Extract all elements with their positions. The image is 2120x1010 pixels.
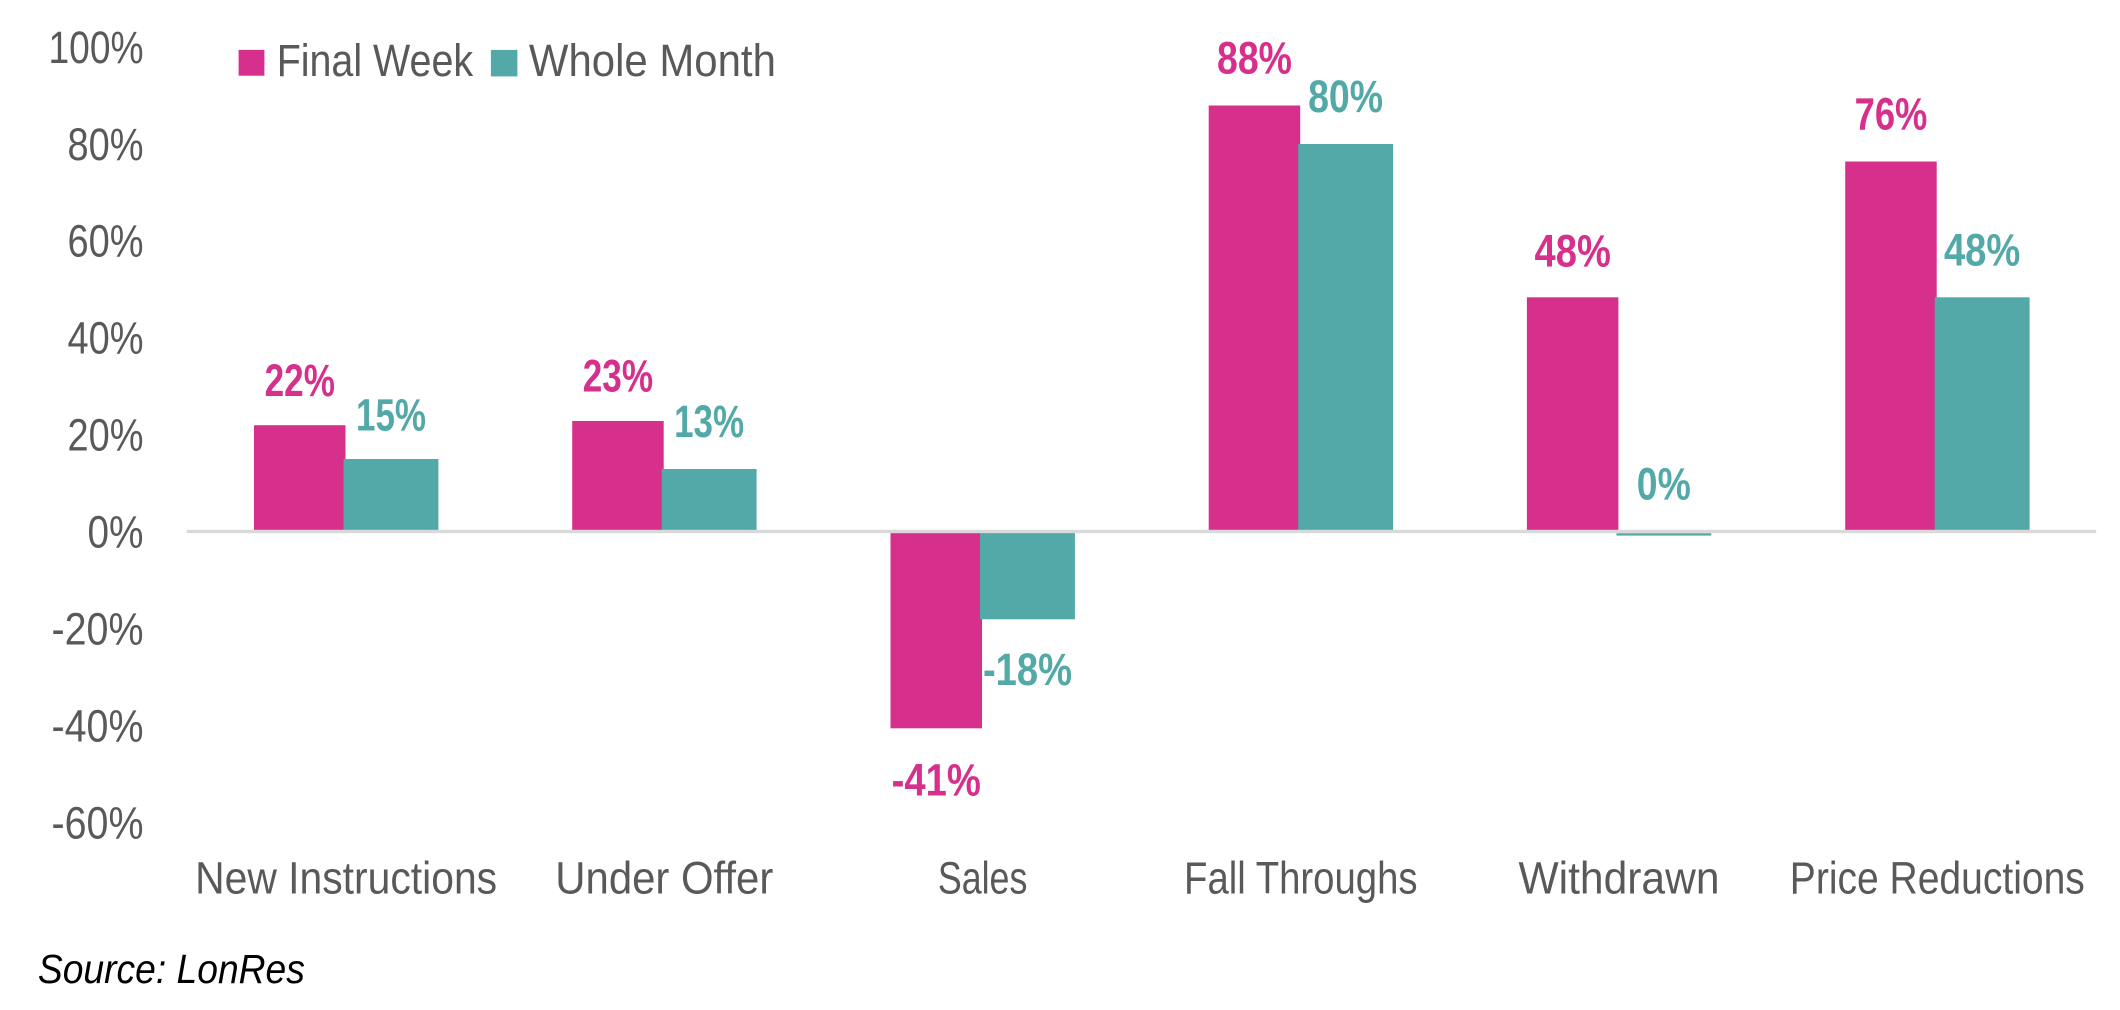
svg-text:80%: 80% <box>1308 71 1383 122</box>
svg-text:22%: 22% <box>265 355 335 406</box>
svg-text:0%: 0% <box>88 507 144 558</box>
svg-text:Price Reductions: Price Reductions <box>1790 853 2085 904</box>
svg-text:88%: 88% <box>1217 33 1292 84</box>
svg-text:15%: 15% <box>356 390 426 441</box>
svg-text:76%: 76% <box>1855 89 1928 140</box>
svg-text:48%: 48% <box>1944 225 2020 276</box>
svg-text:Whole Month: Whole Month <box>529 35 776 86</box>
svg-text:-41%: -41% <box>892 755 981 806</box>
svg-text:Under Offer: Under Offer <box>555 853 773 904</box>
svg-text:23%: 23% <box>583 351 653 402</box>
svg-text:-18%: -18% <box>983 644 1072 695</box>
svg-text:-60%: -60% <box>52 797 144 848</box>
svg-text:Fall Throughs: Fall Throughs <box>1184 853 1418 904</box>
svg-text:-40%: -40% <box>52 700 144 751</box>
svg-text:13%: 13% <box>674 396 744 447</box>
svg-text:100%: 100% <box>49 22 144 73</box>
svg-text:Withdrawn: Withdrawn <box>1519 853 1720 904</box>
svg-text:Final Week: Final Week <box>277 35 474 86</box>
svg-text:-20%: -20% <box>52 603 144 654</box>
svg-text:0%: 0% <box>1637 459 1691 510</box>
svg-text:40%: 40% <box>68 313 144 364</box>
svg-text:New Instructions: New Instructions <box>195 853 497 904</box>
svg-text:60%: 60% <box>68 216 144 267</box>
svg-text:48%: 48% <box>1535 226 1611 277</box>
svg-text:20%: 20% <box>68 410 144 461</box>
svg-text:80%: 80% <box>68 119 144 170</box>
svg-text:Sales: Sales <box>938 853 1028 904</box>
svg-text:Source: LonRes: Source: LonRes <box>38 946 305 992</box>
